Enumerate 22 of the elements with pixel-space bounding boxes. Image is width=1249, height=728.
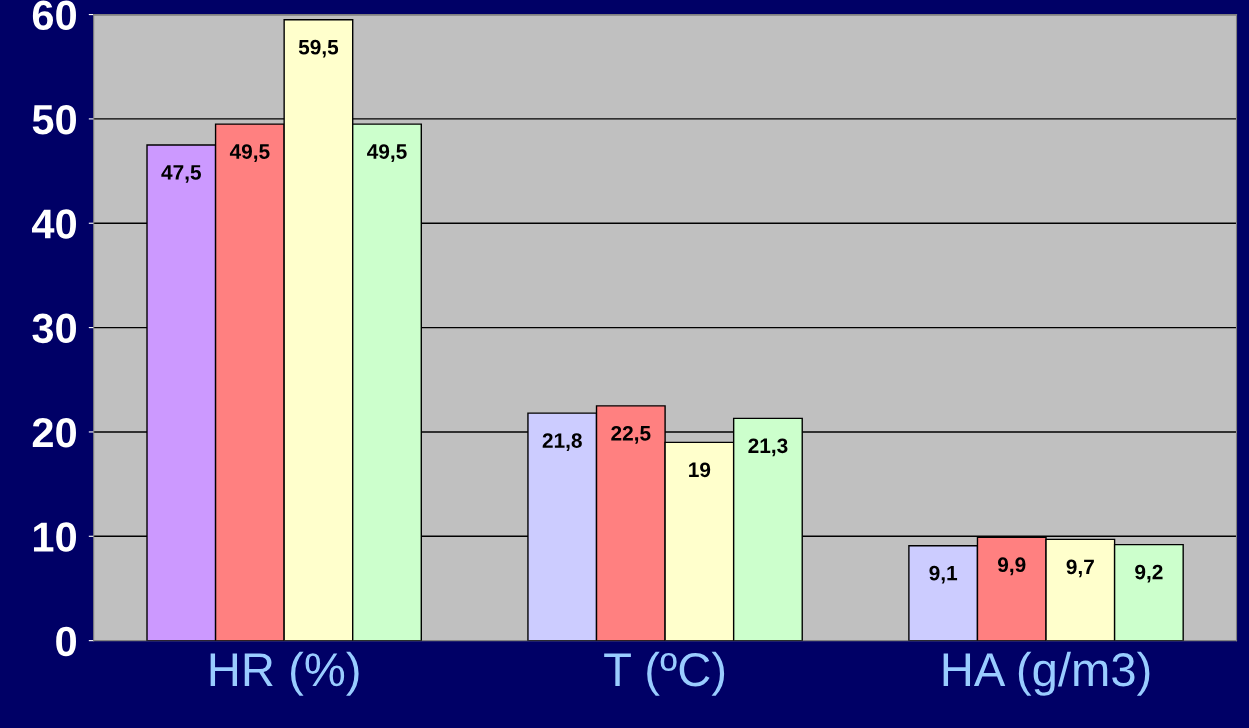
data-label: 59,5 <box>298 39 339 58</box>
x-tick-label: HR (%) <box>210 651 359 696</box>
data-label: 9,2 <box>1135 564 1163 583</box>
data-label: 47,5 <box>161 165 201 183</box>
y-tick-label: 10 <box>33 522 76 552</box>
data-label: 49,5 <box>367 144 407 162</box>
data-label: 21,3 <box>748 438 788 457</box>
data-label: 21,8 <box>542 433 582 451</box>
data-label: 9,1 <box>929 565 958 584</box>
y-tick-label: 20 <box>32 417 76 448</box>
y-tick-label: 50 <box>32 104 76 135</box>
data-label: 22,5 <box>611 425 651 444</box>
y-tick-label: 0 <box>56 626 76 657</box>
y-tick-label: 40 <box>31 209 76 239</box>
data-label: 9,7 <box>1066 559 1094 578</box>
y-tick-label: 60 <box>32 0 76 31</box>
data-label: 49,5 <box>229 144 270 162</box>
x-tick-label: HA (g/m3) <box>943 651 1150 696</box>
data-label: 19 <box>689 462 711 478</box>
y-tick-label: 30 <box>32 313 76 344</box>
data-label: 9,9 <box>998 557 1026 576</box>
x-tick-label: T (ºC) <box>604 651 725 696</box>
